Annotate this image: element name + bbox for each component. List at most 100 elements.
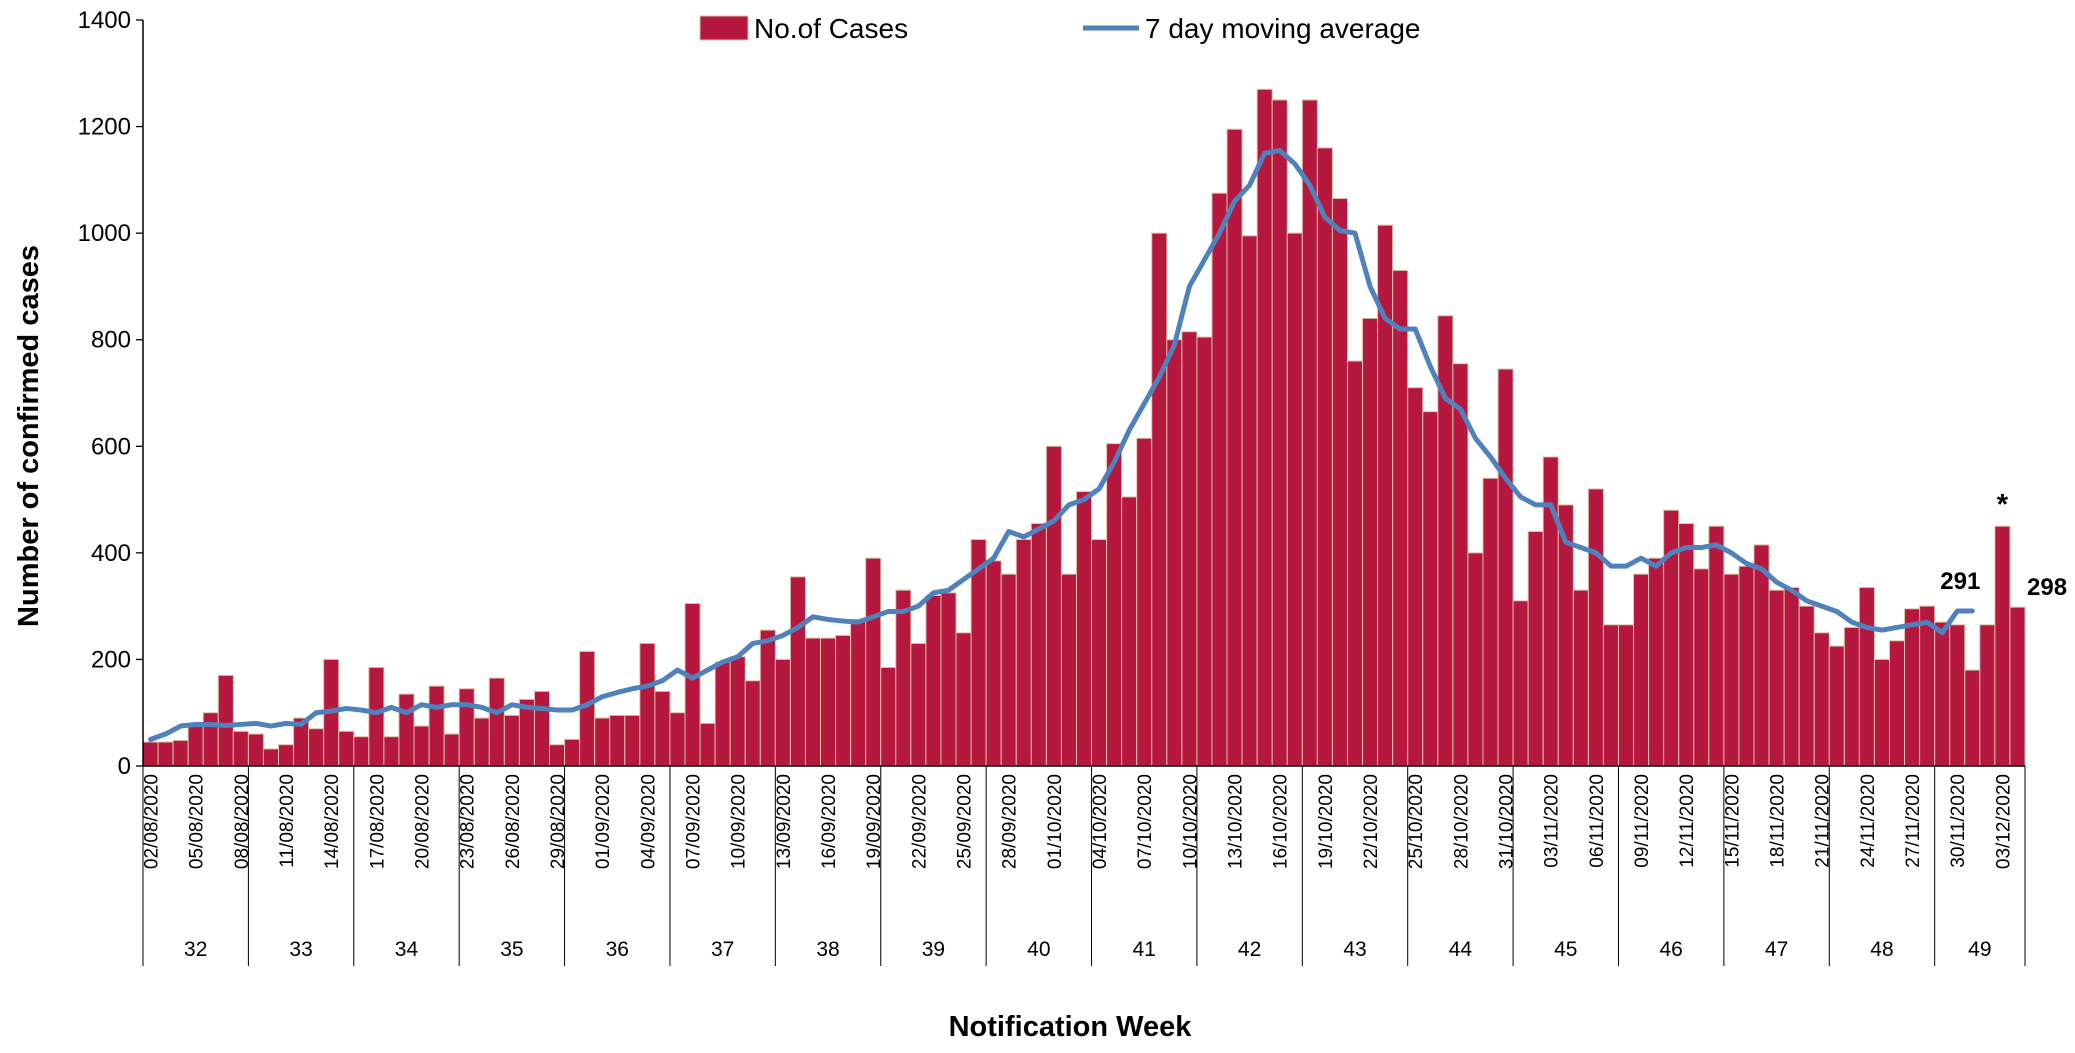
- bar: [639, 642, 656, 767]
- bar: [654, 690, 671, 767]
- week-label: 41: [1133, 938, 1156, 961]
- x-tick-label: 24/11/2020: [1858, 774, 1879, 868]
- bar: [428, 685, 445, 767]
- x-tick-label: 10/09/2020: [729, 774, 750, 869]
- bar: [308, 728, 325, 767]
- x-tick-label: 07/10/2020: [1135, 774, 1156, 869]
- bar: [549, 744, 566, 767]
- x-tick-label: 04/09/2020: [638, 774, 659, 869]
- bar: [1226, 128, 1243, 767]
- bar: [1873, 658, 1890, 767]
- bar: [1271, 99, 1288, 767]
- x-tick-label: 31/10/2020: [1497, 774, 1518, 869]
- bar: [1286, 232, 1303, 767]
- x-tick-label: 18/11/2020: [1768, 774, 1789, 868]
- week-label: 49: [1968, 938, 1991, 961]
- bar: [1181, 331, 1198, 767]
- bar: [1497, 368, 1514, 767]
- bar: [1467, 552, 1484, 767]
- bar: [1045, 445, 1062, 767]
- x-tick-label: 20/08/2020: [413, 774, 434, 869]
- x-tick-label: 28/10/2020: [1451, 774, 1472, 869]
- bar: [1015, 539, 1032, 767]
- bar: [699, 722, 716, 767]
- bar: [684, 602, 701, 767]
- x-tick-label: 13/09/2020: [774, 774, 795, 869]
- bar: [804, 637, 822, 767]
- x-tick-label: 22/10/2020: [1361, 774, 1382, 869]
- bar: [488, 677, 505, 767]
- week-label: 38: [816, 938, 839, 961]
- bar: [1030, 523, 1047, 767]
- x-tick-label: 01/10/2020: [1045, 774, 1066, 869]
- moving-average-line: [148, 148, 1975, 742]
- week-label: 47: [1765, 938, 1788, 961]
- annotation: *: [1997, 489, 2009, 521]
- bar: [1934, 621, 1951, 767]
- bar: [880, 666, 897, 767]
- week-label: 45: [1554, 938, 1577, 961]
- bar: [1617, 624, 1635, 767]
- bar: [262, 748, 280, 767]
- legend-swatch: [699, 15, 749, 41]
- bar: [187, 725, 204, 767]
- bar: [714, 661, 731, 767]
- y-tick-label: 400: [91, 540, 131, 567]
- x-tick-label: 15/11/2020: [1722, 774, 1743, 868]
- bars: [142, 88, 2026, 767]
- bar: [1904, 608, 1921, 767]
- x-axis-title: Notification Week: [949, 1011, 1193, 1043]
- bar: [910, 642, 927, 767]
- bar: [729, 656, 746, 767]
- bar: [1362, 317, 1379, 767]
- bar: [1888, 640, 1906, 767]
- week-label: 39: [922, 938, 945, 961]
- bar: [774, 658, 791, 767]
- x-tick-label: 06/11/2020: [1587, 774, 1608, 868]
- x-tick-label: 10/10/2020: [1180, 774, 1201, 869]
- x-tick-label: 16/10/2020: [1271, 774, 1292, 869]
- bar: [383, 736, 400, 767]
- bar: [1919, 605, 1936, 767]
- week-label: 32: [184, 938, 207, 961]
- bar: [1678, 523, 1695, 767]
- week-label: 33: [289, 938, 312, 961]
- bar: [1602, 624, 1619, 767]
- x-tick-label: 04/10/2020: [1090, 774, 1111, 869]
- bar: [1346, 360, 1364, 767]
- x-tick-label: 05/08/2020: [187, 774, 208, 869]
- bar: [1994, 525, 2011, 767]
- bar: [609, 714, 626, 767]
- bar: [624, 714, 641, 767]
- x-tick-label: 23/08/2020: [458, 774, 479, 869]
- bar: [1075, 491, 1093, 767]
- x-tick-label: 11/08/2020: [277, 774, 298, 868]
- bar: [217, 674, 234, 767]
- bar: [925, 594, 942, 767]
- bar: [895, 589, 912, 767]
- bar: [398, 693, 415, 767]
- bar: [1828, 645, 1845, 767]
- bar: [850, 618, 867, 767]
- bar: [157, 741, 174, 767]
- bar: [985, 560, 1002, 767]
- bar: [1136, 437, 1153, 767]
- bar: [1587, 488, 1604, 767]
- week-label: 46: [1660, 938, 1683, 961]
- bar: [413, 725, 430, 767]
- x-tick-label: 19/10/2020: [1316, 774, 1337, 869]
- x-tick-label: 22/09/2020: [909, 774, 930, 869]
- bar: [2009, 606, 2026, 767]
- y-axis-title: Number of confirmed cases: [13, 245, 45, 627]
- week-label: 40: [1027, 938, 1050, 961]
- x-tick-label: 03/12/2020: [1993, 774, 2014, 869]
- bar: [1196, 336, 1213, 767]
- bar: [1392, 269, 1409, 767]
- bar: [955, 632, 972, 767]
- x-tick-label: 30/11/2020: [1948, 774, 1969, 868]
- bar: [1407, 387, 1424, 767]
- bar: [278, 744, 295, 767]
- x-tick-label: 27/11/2020: [1903, 774, 1924, 868]
- x-tick-label: 08/08/2020: [232, 774, 253, 869]
